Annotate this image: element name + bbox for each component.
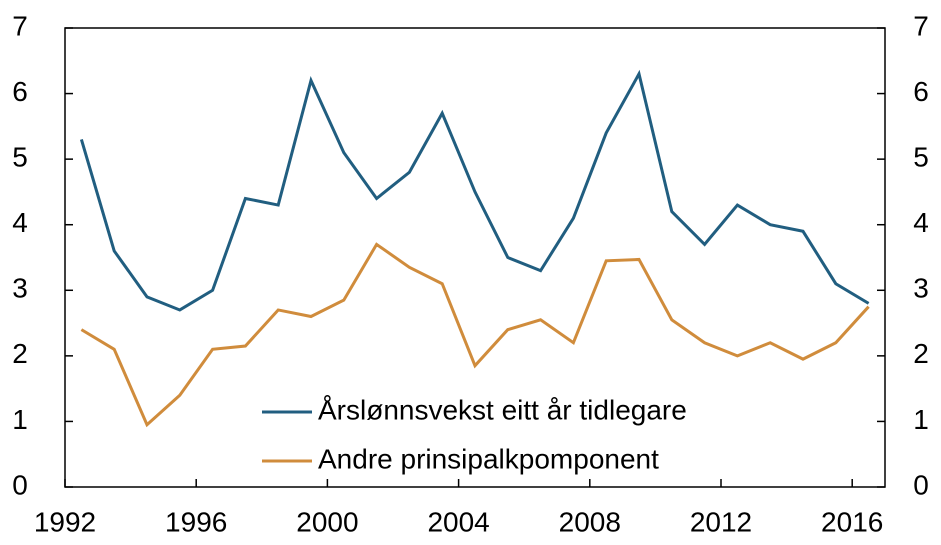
y2-tick-label: 2: [913, 338, 929, 369]
legend-label: Andre prinsipalkpomponent: [318, 443, 659, 474]
y-tick-label: 4: [12, 207, 28, 238]
y-tick-label: 3: [12, 273, 28, 304]
y2-tick-label: 0: [913, 469, 929, 500]
y-tick-label: 6: [12, 76, 28, 107]
y-tick-label: 7: [12, 10, 28, 41]
series-line: [79, 69, 870, 312]
y2-tick-label: 3: [913, 273, 929, 304]
series-line: [80, 242, 870, 428]
y2-tick-label: 1: [913, 404, 929, 435]
y2-tick-label: 5: [913, 142, 929, 173]
x-tick-label: 1992: [34, 506, 96, 537]
x-tick-label: 2008: [559, 506, 621, 537]
plot-frame: [64, 27, 886, 488]
y-tick-label: 0: [12, 469, 28, 500]
x-tick-label: 2000: [296, 506, 358, 537]
legend-label: Årslønnsvekst eitt år tidlegare: [318, 394, 687, 425]
x-tick-label: 2004: [427, 506, 489, 537]
y2-tick-label: 6: [913, 76, 929, 107]
y-tick-label: 5: [12, 142, 28, 173]
x-tick-label: 2012: [690, 506, 752, 537]
x-tick-label: 2016: [821, 506, 883, 537]
y2-tick-label: 7: [913, 10, 929, 41]
y-tick-label: 2: [12, 338, 28, 369]
x-tick-label: 1996: [165, 506, 227, 537]
y2-tick-label: 4: [913, 207, 929, 238]
y-tick-label: 1: [12, 404, 28, 435]
